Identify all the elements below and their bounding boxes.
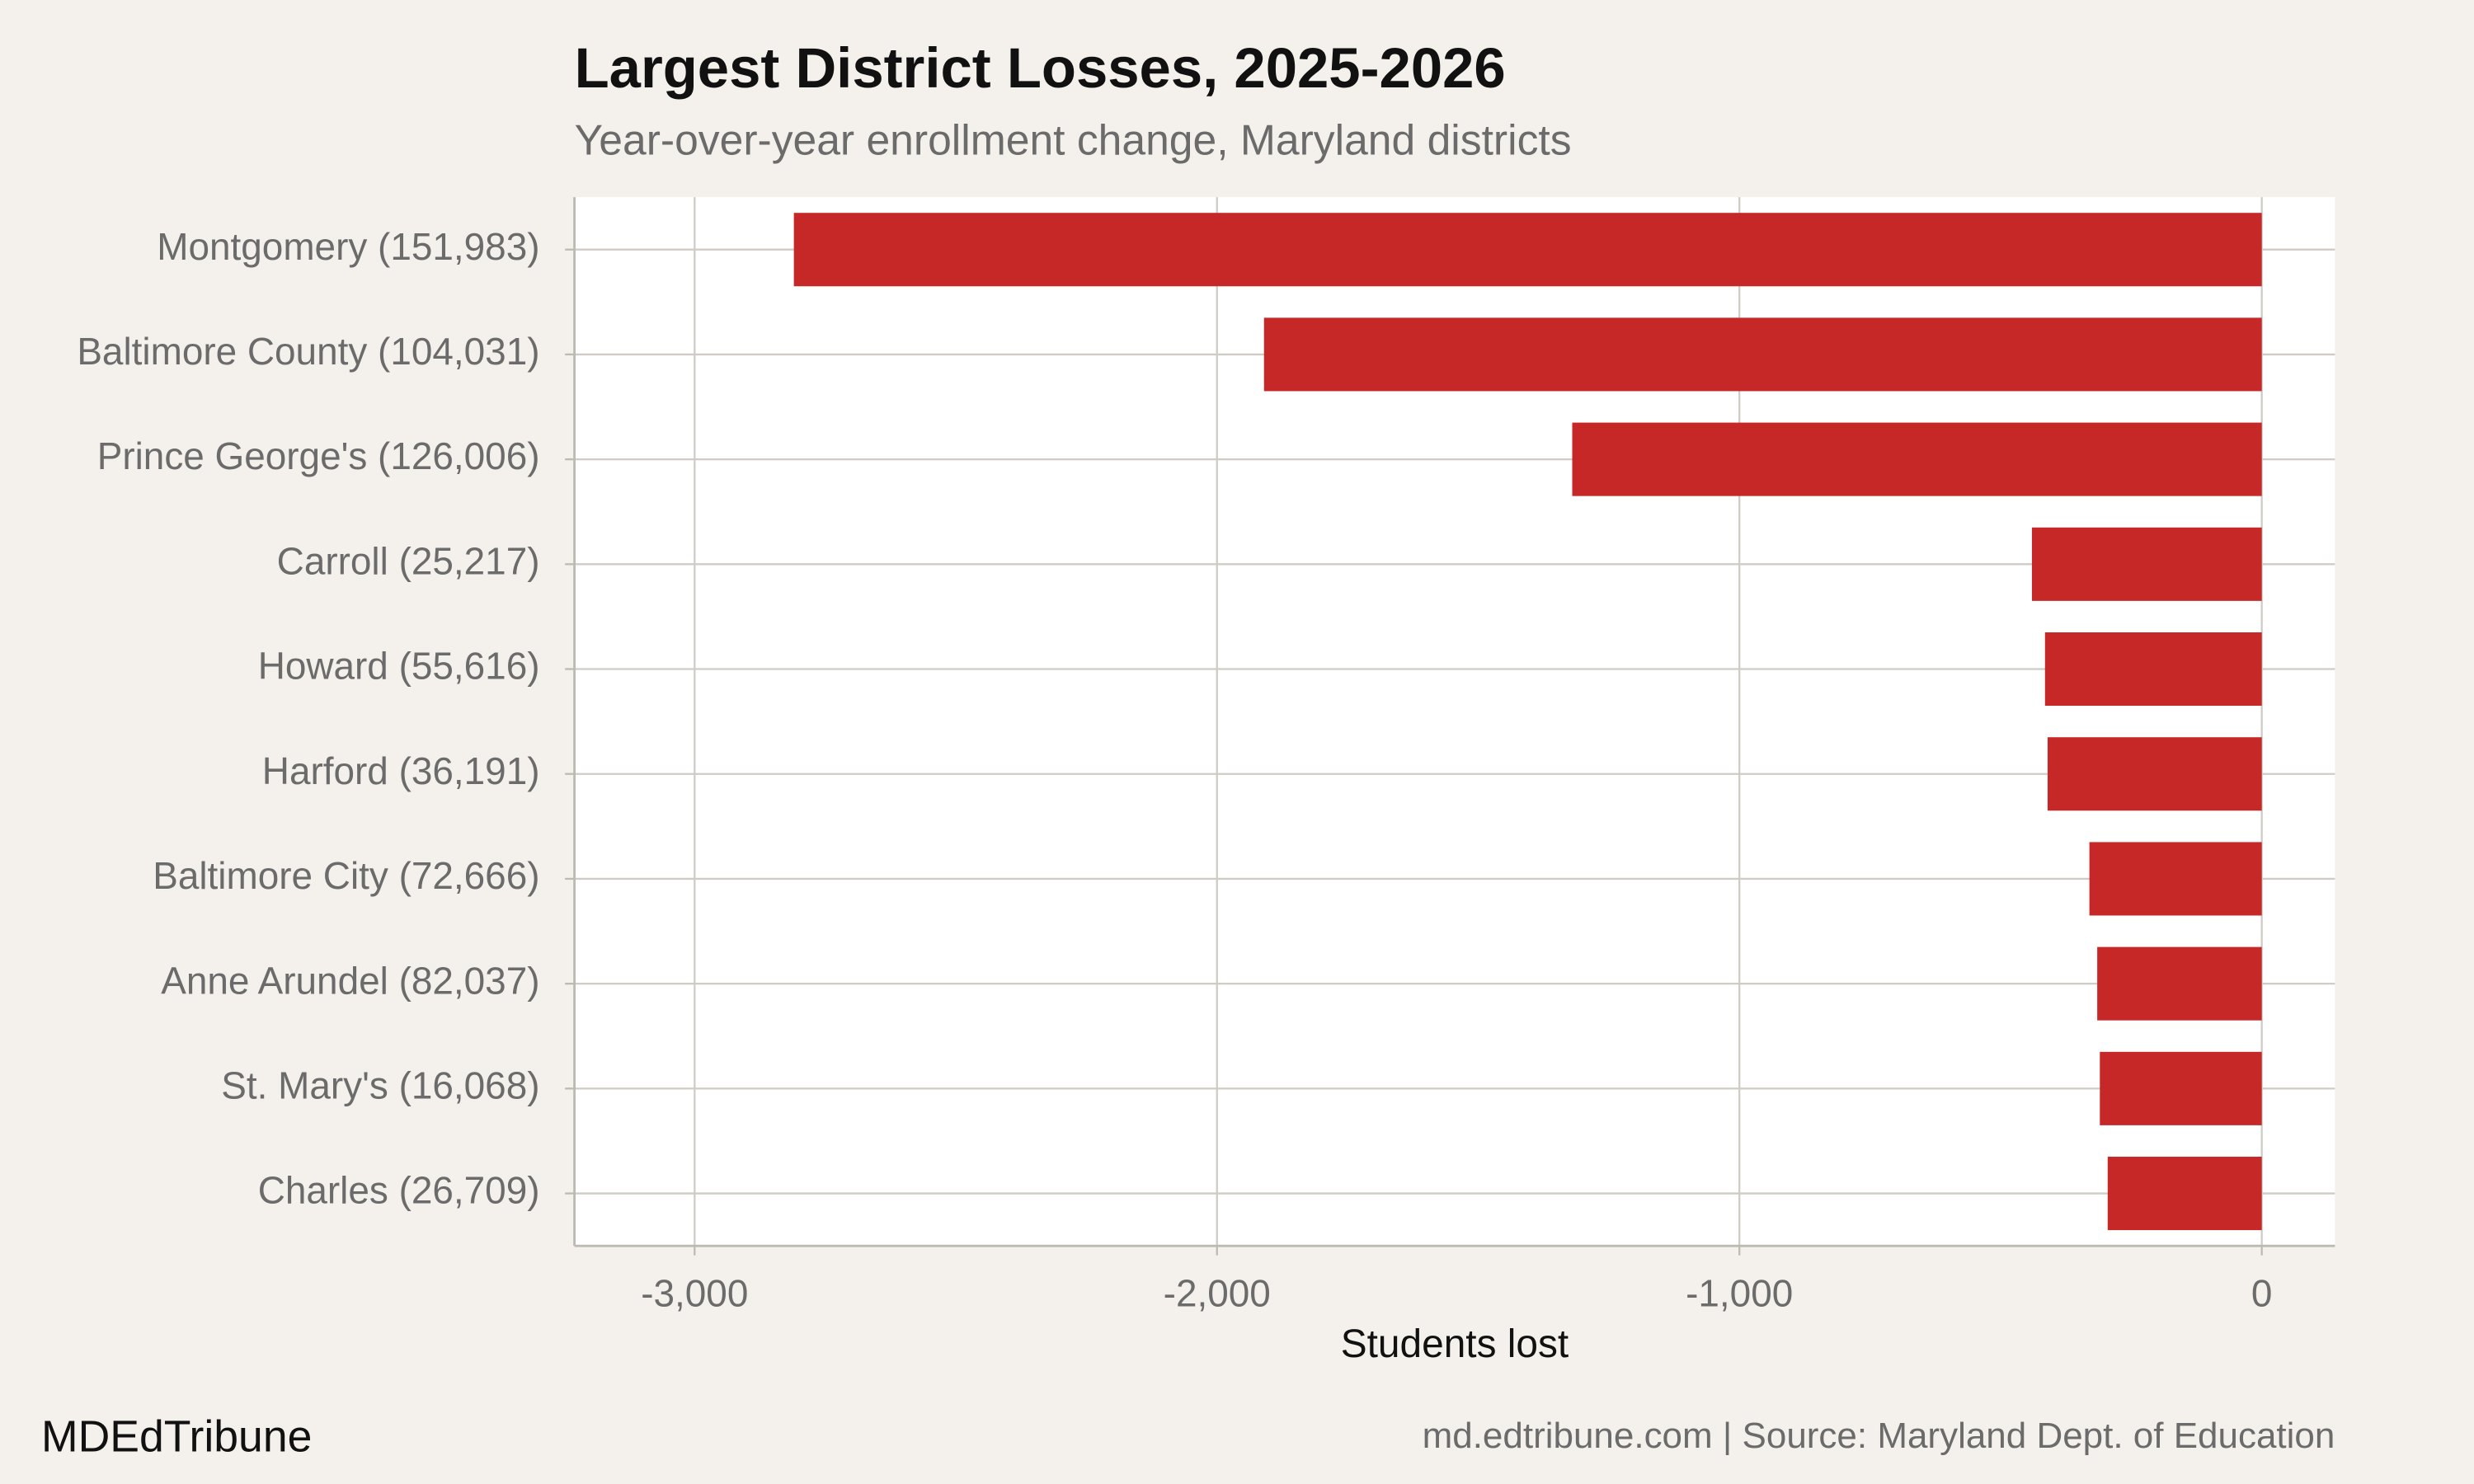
x-tick-label: -1,000 xyxy=(1686,1271,1793,1314)
y-tick-label: Anne Arundel (82,037) xyxy=(161,959,539,1002)
x-tick-label: -3,000 xyxy=(641,1271,748,1314)
bar xyxy=(1263,317,2262,392)
bar xyxy=(1572,422,2262,496)
bar xyxy=(2097,946,2262,1021)
x-axis-title: Students lost xyxy=(1341,1322,1569,1366)
brand: MDEdTribune xyxy=(41,1413,312,1462)
source-note: md.edtribune.com | Source: Maryland Dept… xyxy=(1423,1416,2335,1456)
bar xyxy=(2047,737,2262,811)
y-tick-label: Baltimore City (72,666) xyxy=(153,854,539,897)
y-tick-label: Howard (55,616) xyxy=(258,645,540,688)
y-tick-label: Prince George's (126,006) xyxy=(97,434,540,477)
bar xyxy=(2089,842,2262,916)
y-tick-label: Charles (26,709) xyxy=(258,1169,540,1212)
bar xyxy=(2031,527,2262,601)
bar xyxy=(793,213,2262,287)
x-tick-label: 0 xyxy=(2251,1271,2273,1314)
y-tick-label: Carroll (25,217) xyxy=(277,539,540,582)
y-tick-label: Harford (36,191) xyxy=(262,749,540,792)
bar xyxy=(2044,632,2262,707)
chart-subtitle: Year-over-year enrollment change, Maryla… xyxy=(575,116,1572,164)
bar xyxy=(2107,1157,2262,1231)
x-tick-label: -2,000 xyxy=(1164,1271,1271,1314)
chart-title: Largest District Losses, 2025-2026 xyxy=(575,36,1506,100)
y-tick-label: Montgomery (151,983) xyxy=(157,225,539,268)
y-tick-label: Baltimore County (104,031) xyxy=(77,330,539,373)
bar xyxy=(2100,1051,2262,1125)
y-tick-label: St. Mary's (16,068) xyxy=(221,1064,539,1106)
